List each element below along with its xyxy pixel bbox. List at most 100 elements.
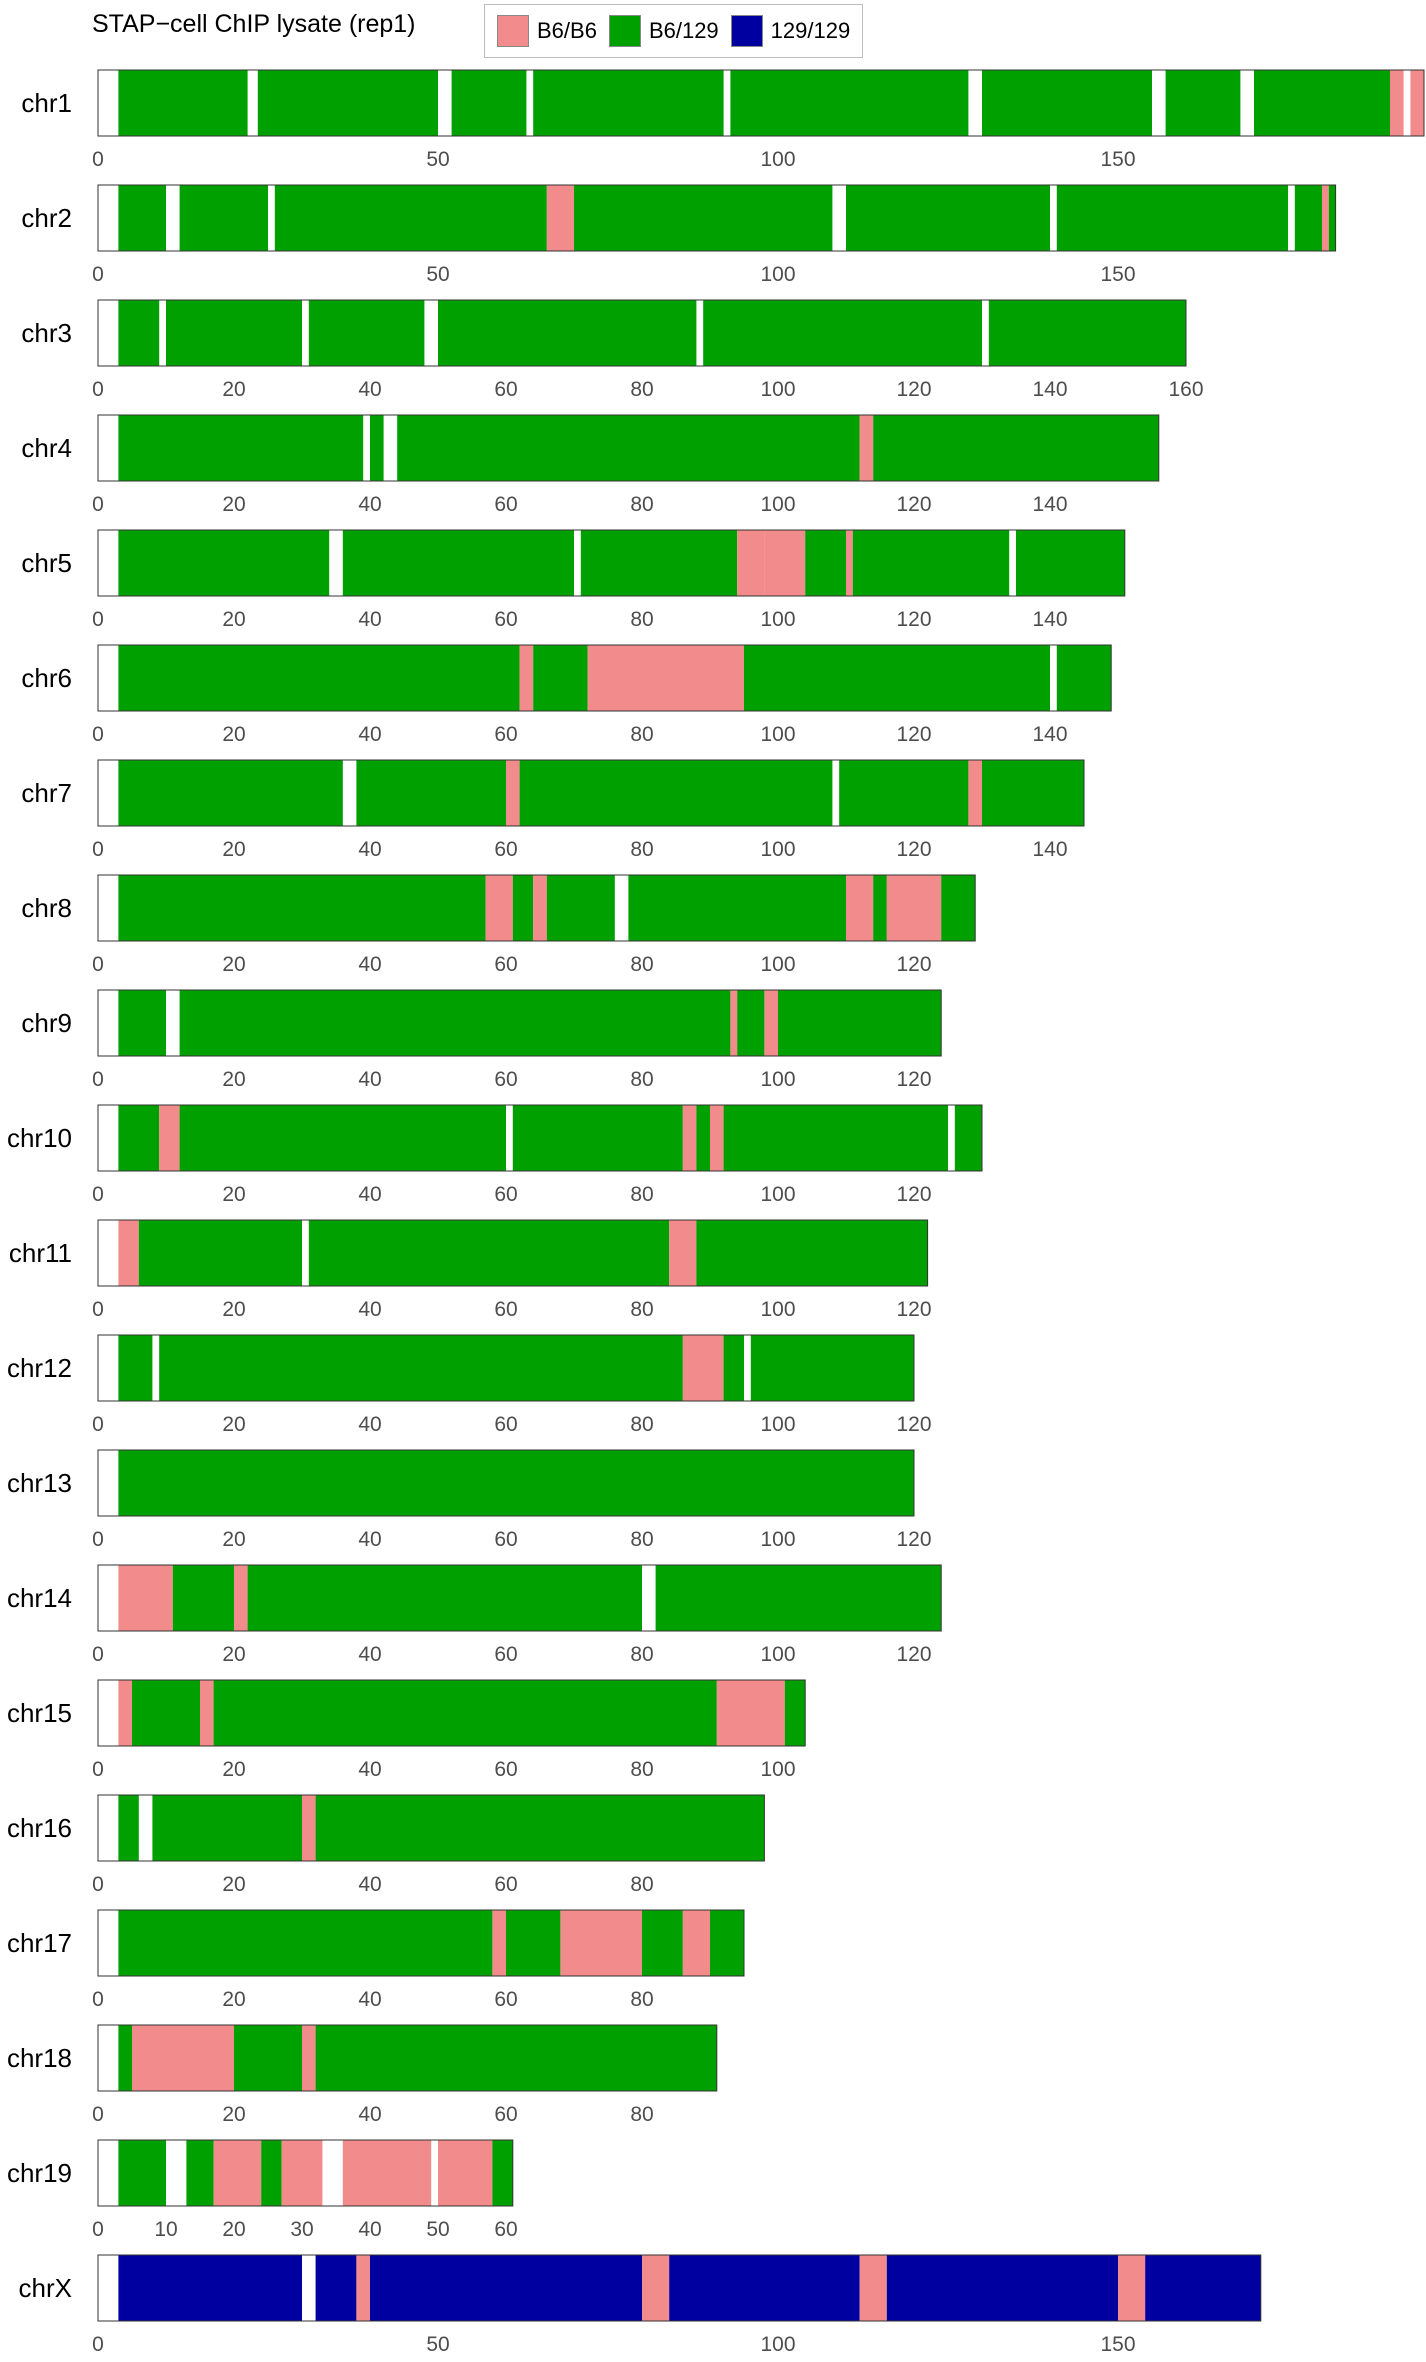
axis-tick-label: 80 (630, 1643, 653, 1666)
axis-tick-label: 80 (630, 838, 653, 861)
chromosome-row-chr10: chr10 0 20 40 60 80 100 120 (7, 1104, 983, 1206)
genotype-segment-pink (682, 1335, 724, 1401)
genotype-segment-blue (118, 2255, 303, 2321)
genotype-segment-green (118, 300, 160, 366)
axis-tick-label: 60 (494, 493, 517, 516)
chromosome-label: chr8 (21, 893, 72, 923)
genotype-segment-green (356, 760, 506, 826)
axis-tick-label: 40 (358, 1873, 381, 1896)
chromosome-row-chr18: chr18 0 20 40 60 80 (7, 2024, 718, 2126)
chromosome-bar-outline (97, 1104, 983, 1172)
genotype-segment-green (1254, 70, 1390, 136)
genotype-segment-pink (519, 645, 534, 711)
axis-tick-label: 100 (760, 2333, 795, 2356)
genotype-segment-green (118, 1795, 139, 1861)
genotype-segment-green (179, 1105, 506, 1171)
axis-tick-label: 40 (358, 608, 381, 631)
genotype-segment-green (852, 530, 1010, 596)
axis-tick-label: 20 (222, 1873, 245, 1896)
axis-tick-label: 50 (426, 2333, 449, 2356)
genotype-segment-pink (546, 185, 574, 251)
axis-tick-label: 0 (92, 263, 104, 286)
genotype-segment-green (166, 300, 302, 366)
chromosome-bar-outline (97, 989, 942, 1057)
chromosome-label: chr5 (21, 548, 72, 578)
genotype-segment-pink (846, 875, 874, 941)
chromosome-bar-outline (97, 299, 1187, 367)
axis-tick-label: 50 (426, 148, 449, 171)
axis-tick-label: 20 (222, 378, 245, 401)
genotype-segment-green (533, 645, 588, 711)
genotype-segment-green (696, 1105, 710, 1171)
genotype-segment-green (954, 1105, 982, 1171)
genotype-segment-pink (1322, 185, 1329, 251)
genotype-segment-pink (342, 2140, 432, 2206)
axis-tick-label: 0 (92, 148, 104, 171)
genotype-segment-green (438, 300, 697, 366)
genotype-segment-pink (560, 1910, 642, 1976)
genotype-segment-green (533, 70, 724, 136)
genotype-segment-green (642, 1910, 683, 1976)
genotype-segment-green (342, 530, 574, 596)
genotype-segment-pink (302, 1795, 316, 1861)
genotype-segment-green (703, 300, 982, 366)
genotype-segment-green (839, 760, 969, 826)
genotype-segment-green (1016, 530, 1125, 596)
genotype-segment-green (988, 300, 1186, 366)
axis-tick-label: 40 (358, 1988, 381, 2011)
chart-legend: B6/B6 B6/129 129/129 (484, 4, 864, 58)
chart-title: STAP−cell ChIP lysate (rep1) (92, 10, 416, 38)
genotype-segment-green (1294, 185, 1322, 251)
axis-tick-label: 60 (494, 1068, 517, 1091)
genotype-segment-green (247, 1565, 642, 1631)
genotype-segment-pink (200, 1680, 214, 1746)
axis-tick-label: 120 (896, 378, 931, 401)
axis-tick-label: 20 (222, 493, 245, 516)
chromosome-row-chr13: chr13 0 20 40 60 80 100 120 (7, 1449, 932, 1551)
chromosome-label: chr11 (9, 1238, 72, 1268)
axis-tick-label: 80 (630, 1183, 653, 1206)
chromosome-row-chr1: chr1 0 50 100 150 (21, 69, 1425, 171)
genotype-segment-pink (118, 1680, 132, 1746)
axis-tick-label: 100 (760, 378, 795, 401)
axis-tick-label: 100 (760, 1758, 795, 1781)
legend-swatch-b6b6 (497, 15, 529, 47)
genotype-segment-green (512, 1105, 683, 1171)
genotype-segment-green (737, 990, 765, 1056)
genotype-segment-green (941, 875, 976, 941)
axis-tick-label: 0 (92, 1758, 104, 1781)
chromosome-bar-outline (97, 414, 1160, 482)
chromosome-bar-outline (97, 2024, 718, 2092)
chromosome-label: chr7 (21, 778, 72, 808)
chromosome-row-chr8: chr8 0 20 40 60 80 100 120 (21, 874, 976, 976)
chromosome-row-chr9: chr9 0 20 40 60 80 100 120 (21, 989, 942, 1091)
genotype-segment-pink (118, 1220, 139, 1286)
genotype-segment-green (132, 1680, 200, 1746)
axis-tick-label: 80 (630, 723, 653, 746)
axis-tick-label: 40 (358, 378, 381, 401)
axis-tick-label: 0 (92, 2333, 104, 2356)
genotype-segment-green (492, 2140, 513, 2206)
axis-tick-label: 40 (358, 493, 381, 516)
genotype-segment-green (784, 1680, 806, 1746)
chromosome-bar-outline (97, 1219, 929, 1287)
chromosome-label: chr15 (7, 1698, 72, 1728)
axis-tick-label: 150 (1100, 148, 1135, 171)
genotype-segment-pink (859, 2255, 887, 2321)
genotype-segment-green (118, 1335, 153, 1401)
genotype-segment-blue (1145, 2255, 1261, 2321)
axis-tick-label: 60 (494, 1528, 517, 1551)
genotype-segment-green (546, 875, 615, 941)
genotype-segment-pink (159, 1105, 180, 1171)
axis-tick-label: 120 (896, 608, 931, 631)
axis-tick-label: 80 (630, 1528, 653, 1551)
chromosome-row-chr7: chr7 0 20 40 60 80 100 120 140 (21, 759, 1085, 861)
chromosome-label: chr2 (21, 203, 72, 233)
axis-tick-label: 80 (630, 1068, 653, 1091)
chromosome-label: chr17 (7, 1928, 72, 1958)
axis-tick-label: 20 (222, 608, 245, 631)
axis-tick-label: 160 (1168, 378, 1203, 401)
genotype-segment-green (370, 415, 384, 481)
chromosome-row-chrX: chrX 0 50 100 150 (19, 2254, 1262, 2356)
